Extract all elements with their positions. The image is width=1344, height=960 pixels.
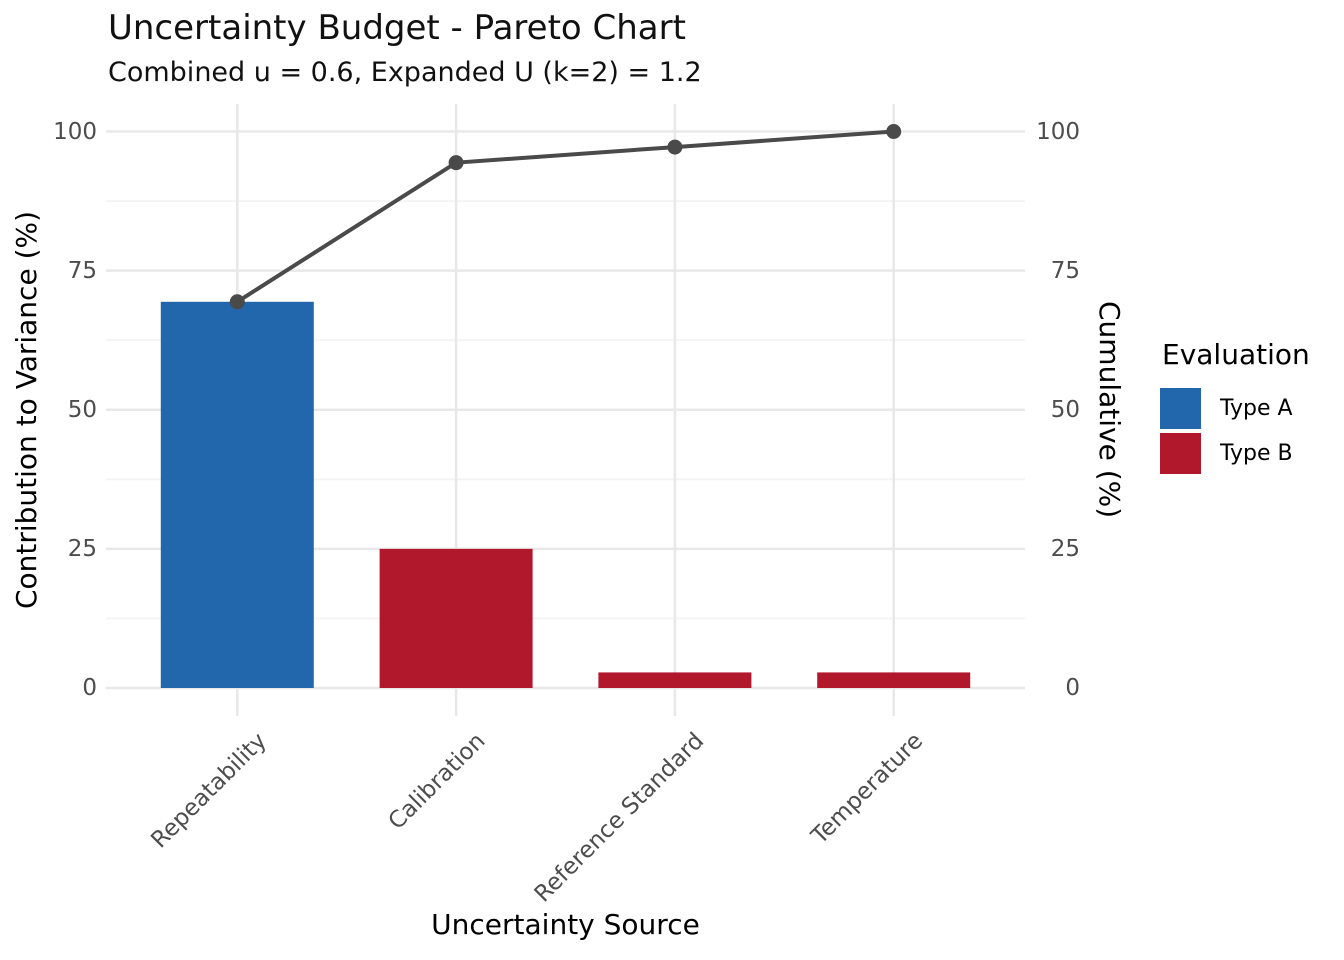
bar-reference-standard [598, 672, 752, 688]
cumulative-line [236, 129, 894, 304]
bar-temperature [817, 672, 971, 688]
y-axis-left-title: Contribution to Variance (%) [10, 210, 43, 610]
y-tick-label-right-50: 50 [1050, 396, 1080, 423]
legend-label-type-a: Type A [1220, 396, 1293, 421]
legend-items: Type A Type B [1160, 388, 1310, 474]
y-tick-label-left-100: 100 [53, 118, 97, 145]
y-tick-label-right-75: 75 [1050, 257, 1080, 284]
cumulative-point-calibration [448, 155, 464, 171]
legend-item-type-a: Type A [1160, 388, 1310, 429]
legend: Evaluation Type A Type B [1160, 338, 1310, 478]
legend-swatch-type-a [1160, 388, 1201, 429]
y-tick-label-left-25: 25 [67, 535, 97, 562]
y-tick-label-left-0: 0 [82, 675, 97, 701]
y-axis-right-title: Cumulative (%) [1093, 301, 1126, 519]
legend-item-type-b: Type B [1160, 433, 1310, 474]
chart-subtitle: Combined u = 0.6, Expanded U (k=2) = 1.2 [108, 57, 702, 88]
legend-title: Evaluation [1162, 338, 1310, 371]
y-tick-label-left-50: 50 [67, 396, 97, 423]
bar-calibration [379, 548, 533, 688]
bar-repeatability [160, 301, 314, 688]
legend-label-type-b: Type B [1220, 441, 1293, 466]
y-tick-label-right-25: 25 [1050, 535, 1080, 562]
x-axis-title: Uncertainty Source [431, 908, 700, 941]
chart-title: Uncertainty Budget - Pareto Chart [108, 8, 686, 48]
legend-swatch-type-b [1160, 433, 1201, 474]
cumulative-point-repeatability [229, 294, 245, 310]
cumulative-point-temperature [886, 124, 902, 139]
y-tick-label-left-75: 75 [67, 257, 97, 284]
cumulative-point-reference-standard [667, 139, 683, 155]
y-tick-label-right-100: 100 [1036, 118, 1080, 145]
y-tick-label-right-0: 0 [1065, 675, 1080, 701]
